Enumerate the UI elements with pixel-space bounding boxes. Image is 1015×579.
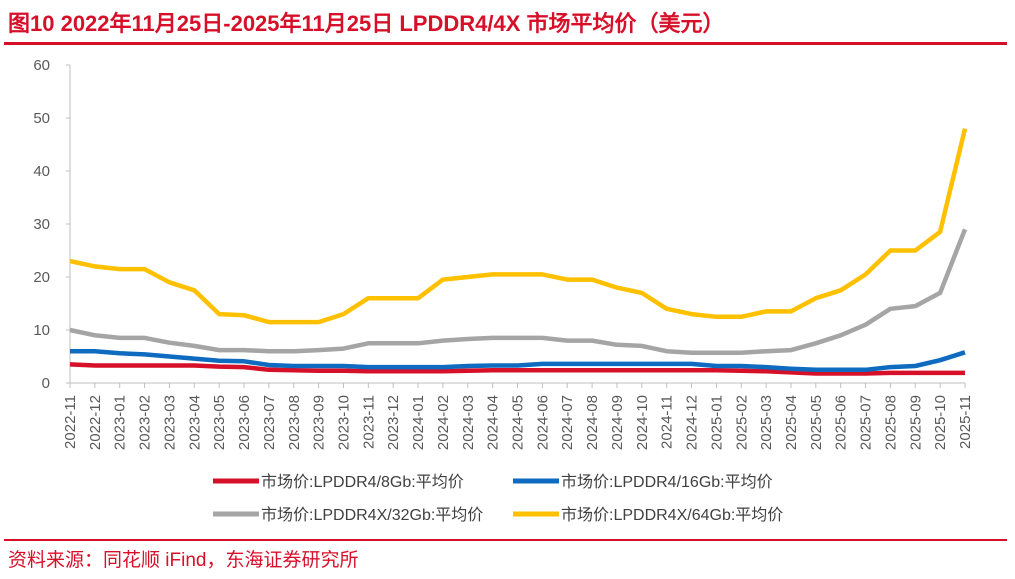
x-tick-label: 2024-12: [684, 395, 701, 450]
x-tick-label: 2023-02: [137, 395, 154, 450]
legend: 市场价:LPDDR4/8Gb:平均价 市场价:LPDDR4/16Gb:平均价市场价…: [213, 473, 783, 524]
x-tick-label: 2025-05: [808, 395, 825, 450]
x-tick-label: 2025-04: [783, 395, 800, 450]
x-tick-label: 2024-04: [485, 395, 502, 450]
x-tick-label: 2024-02: [435, 395, 452, 450]
y-tick-label: 40: [33, 163, 50, 180]
x-tick-label: 2024-09: [609, 395, 626, 450]
x-tick-label: 2024-08: [584, 395, 601, 450]
x-tick-label: 2025-11: [957, 395, 974, 449]
x-tick-label: 2023-08: [286, 395, 303, 450]
x-tick-label: 2023-03: [161, 395, 178, 450]
x-tick-label: 2025-07: [858, 395, 875, 450]
x-tick-label: 2022-11: [62, 395, 79, 449]
x-tick-label: 2024-10: [634, 395, 651, 450]
y-tick-label: 50: [33, 110, 50, 127]
legend-label-2: 市场价:LPDDR4/16Gb:平均价: [561, 473, 773, 491]
x-tick-label: 2025-10: [932, 395, 949, 450]
x-tick-label: 2023-09: [311, 395, 328, 450]
x-tick-label: 2025-06: [833, 395, 850, 450]
x-tick-label: 2025-03: [758, 395, 775, 450]
x-tick-label: 2023-11: [360, 395, 377, 449]
x-tick-label: 2022-12: [87, 395, 104, 450]
x-tick-label: 2023-10: [335, 395, 352, 450]
x-tick-label: 2023-07: [261, 395, 278, 450]
title-divider: [4, 42, 1007, 45]
series-line-3: [69, 228, 968, 356]
series-group: [69, 128, 968, 376]
x-tick-label: 2024-11: [659, 395, 676, 449]
source-note: 资料来源：同花顺 iFind，东海证券研究所: [8, 550, 359, 571]
line-chart: 0 10 20 30 40 50 60 2022-11 2022-12 2023-01 2023-0…: [33, 57, 974, 524]
axes: 0 10 20 30 40 50 60 2022-11 2022-12 2023-01 2023-0…: [33, 57, 974, 450]
x-tick-label: 2024-01: [410, 395, 427, 450]
x-tick-label: 2023-12: [385, 395, 402, 450]
y-tick-label: 10: [33, 322, 50, 339]
legend-label-4: 市场价:LPDDR4X/64Gb:平均价: [561, 506, 783, 524]
series-line-4: [69, 128, 968, 325]
x-tick-label: 2023-01: [112, 395, 129, 450]
x-tick-label: 2024-05: [510, 395, 527, 450]
y-tick-label: 20: [33, 269, 50, 286]
x-tick-label: 2024-06: [534, 395, 551, 450]
x-tick-label: 2024-03: [460, 395, 477, 450]
y-tick-label: 60: [33, 57, 50, 74]
x-tick-label: 2023-04: [186, 395, 203, 450]
x-tick-label: 2024-07: [559, 395, 576, 450]
y-tick-label: 0: [42, 375, 50, 392]
legend-label-3: 市场价:LPDDR4X/32Gb:平均价: [261, 506, 483, 524]
x-tick-label: 2023-06: [236, 395, 253, 450]
figure-title: 图10 2022年11月25日-2025年11月25日 LPDDR4/4X 市场…: [8, 11, 725, 36]
x-tick-label: 2025-02: [733, 395, 750, 450]
series-line-2: [70, 348, 966, 373]
x-tick-label: 2025-01: [708, 395, 725, 450]
x-tick-label: 2025-08: [882, 395, 899, 450]
series-line-1: [69, 362, 965, 376]
x-tick-label: 2023-05: [211, 395, 228, 450]
x-tick-label: 2025-09: [907, 395, 924, 450]
legend-label-1: 市场价:LPDDR4/8Gb:平均价: [261, 473, 464, 491]
source-divider: [4, 539, 1007, 541]
y-tick-label: 30: [33, 216, 50, 233]
